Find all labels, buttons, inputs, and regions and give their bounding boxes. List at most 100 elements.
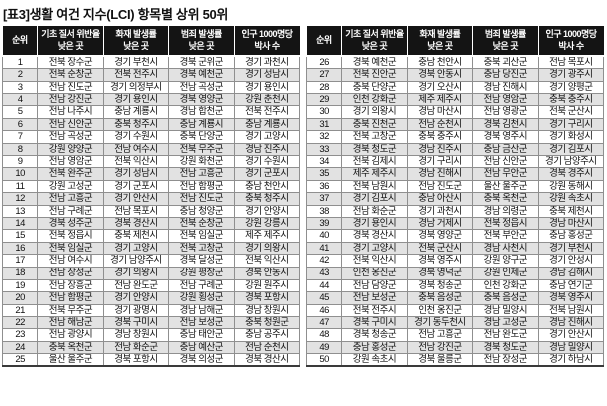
region-cell: 전남 진도군 [406, 179, 474, 194]
region-cell: 강원 강릉시 [233, 216, 301, 231]
region-cell: 경기 화성시 [537, 130, 605, 144]
region-cell: 전북 전주시 [341, 303, 408, 318]
region-cell: 강원 인제군 [472, 266, 539, 280]
region-cell: 전북 순창군 [37, 68, 104, 82]
region-cell: 경남 사천시 [472, 241, 539, 256]
region-cell: 경남 창원시 [233, 303, 301, 318]
region-cell: 전북 진안군 [341, 68, 408, 82]
header-fire-rate: 화재 발생률 낮은 곳 [103, 26, 170, 58]
region-cell: 전북 장수군 [37, 55, 104, 70]
region-cell: 강원 속초시 [537, 192, 605, 206]
table-row: 7 전남 곡성군 경기 수원시 충북 단양군 경기 고양시 [1, 130, 301, 144]
region-cell: 충남 홍성군 [341, 340, 408, 355]
region-cell: 충남 홍성군 [537, 229, 605, 243]
ranking-table-right: 순위 기초 질서 위반율 낮은 곳 화재 발생률 낮은 곳 범죄 발생률 낮은 … [305, 26, 605, 368]
table-row: 47 경북 구미시 경기 동두천시 경남 고성군 경남 진해시 [305, 316, 605, 330]
region-cell: 충북 청원군 [233, 316, 301, 330]
header-phd-per-1000: 인구 1000명당 박사 수 [234, 26, 300, 58]
region-cell: 경북 청송군 [406, 278, 474, 293]
region-cell: 전북 남원시 [537, 303, 605, 318]
region-cell: 경기 성남시 [102, 167, 170, 181]
region-cell: 전남 장흥군 [37, 278, 104, 293]
region-cell: 인천 강화군 [341, 93, 408, 107]
rank-cell: 42 [305, 254, 343, 268]
table-header: 순위 기초 질서 위반율 낮은 곳 화재 발생률 낮은 곳 범죄 발생률 낮은 … [306, 26, 604, 58]
region-cell: 전남 영암군 [37, 154, 104, 169]
region-cell: 강원 동해시 [537, 179, 605, 194]
ranking-tables-container: 순위 기초 질서 위반율 낮은 곳 화재 발생률 낮은 곳 범죄 발생률 낮은 … [0, 26, 607, 368]
table-row: 25 울산 울주군 경북 포항시 경북 의성군 경북 경산시 [1, 353, 301, 367]
region-cell: 경북 영주시 [406, 254, 474, 268]
region-cell: 강원 춘천시 [233, 93, 301, 107]
region-cell: 충남 예산군 [168, 340, 235, 355]
region-cell: 경기 고양시 [341, 241, 408, 256]
rank-cell: 39 [305, 216, 343, 231]
region-cell: 경남 진해시 [406, 167, 474, 181]
table-row: 28 충북 단양군 경기 오산시 경남 진해시 경기 양평군 [305, 80, 605, 95]
region-cell: 전남 광양시 [37, 328, 104, 342]
region-cell: 경북 포항시 [233, 291, 301, 305]
region-cell: 충남 당진군 [472, 68, 539, 82]
region-cell: 경남 진주시 [406, 142, 474, 157]
region-cell: 경기 안산시 [102, 192, 170, 206]
region-cell: 전남 보성군 [341, 291, 408, 305]
region-cell: 전북 익산시 [102, 154, 170, 169]
rank-cell: 22 [1, 316, 39, 330]
region-cell: 전북 순창군 [168, 216, 235, 231]
rank-cell: 12 [1, 192, 39, 206]
region-cell: 경북 예천군 [341, 55, 408, 70]
region-cell: 경북 경산시 [233, 353, 301, 367]
region-cell: 전북 군산시 [537, 105, 605, 119]
region-cell: 경기 김포시 [341, 192, 408, 206]
region-cell: 전북 전주시 [233, 105, 301, 119]
rank-cell: 25 [1, 353, 39, 367]
region-cell: 전남 담양군 [341, 278, 408, 293]
region-cell: 전남 화순군 [341, 204, 408, 218]
region-cell: 인천 강화군 [472, 278, 539, 293]
region-cell: 경북 영주시 [472, 130, 539, 144]
rank-cell: 19 [1, 278, 39, 293]
region-cell: 전남 화순군 [102, 340, 170, 355]
rank-cell: 3 [1, 80, 39, 95]
region-cell: 경기 군포시 [102, 179, 170, 194]
region-cell: 울산 울주군 [37, 353, 104, 367]
table-row: 31 충북 진천군 전남 순천시 경북 김천시 경기 구리시 [305, 117, 605, 132]
region-cell: 경기 광명시 [102, 303, 170, 318]
region-cell: 전남 강진군 [406, 340, 474, 355]
rank-cell: 44 [305, 278, 343, 293]
region-cell: 전북 임실군 [168, 229, 235, 243]
region-cell: 경북 성주군 [37, 216, 104, 231]
table-row: 9 전남 영암군 전북 익산시 강원 화천군 경기 수원시 [1, 154, 301, 169]
region-cell: 전남 해남군 [37, 316, 104, 330]
region-cell: 경기 의정부시 [102, 80, 170, 95]
region-cell: 충남 아산시 [406, 192, 474, 206]
region-cell: 경북 경산시 [341, 229, 408, 243]
rank-cell: 40 [305, 229, 343, 243]
region-cell: 강원 양양군 [37, 142, 104, 157]
region-cell: 경북 예천군 [168, 68, 235, 82]
region-cell: 충남 계룡시 [233, 117, 301, 132]
region-cell: 경남 거제시 [406, 216, 474, 231]
region-cell: 울산 울주군 [472, 179, 539, 194]
region-cell: 전남 진도군 [37, 80, 104, 95]
rank-cell: 28 [305, 80, 343, 95]
region-cell: 인천 옹진군 [341, 266, 408, 280]
table-row: 32 전북 고창군 충북 충주시 경북 영주시 경기 화성시 [305, 130, 605, 144]
rank-cell: 43 [305, 266, 343, 280]
table-row: 36 전북 남원시 전남 진도군 울산 울주군 강원 동해시 [305, 179, 605, 194]
rank-cell: 31 [305, 117, 343, 132]
region-cell: 충북 단양군 [168, 130, 235, 144]
region-cell: 전남 장성군 [37, 266, 104, 280]
region-cell: 전북 완주군 [37, 167, 104, 181]
region-cell: 충남 천안시 [233, 179, 301, 194]
region-cell: 충북 단양군 [341, 80, 408, 95]
region-cell: 전북 정읍시 [472, 216, 539, 231]
rank-cell: 2 [1, 68, 39, 82]
table-row: 45 전남 보성군 충북 음성군 충북 음성군 경북 영주시 [305, 291, 605, 305]
header-rank: 순위 [306, 26, 343, 58]
table-row: 40 경북 경산시 경북 영양군 전북 부안군 충남 홍성군 [305, 229, 605, 243]
table-row: 39 경기 용인시 경남 거제시 전북 정읍시 경남 마산시 [305, 216, 605, 231]
region-cell: 충북 제천시 [537, 204, 605, 218]
region-cell: 경기 수원시 [233, 154, 301, 169]
region-cell: 경남 합천군 [168, 105, 235, 119]
